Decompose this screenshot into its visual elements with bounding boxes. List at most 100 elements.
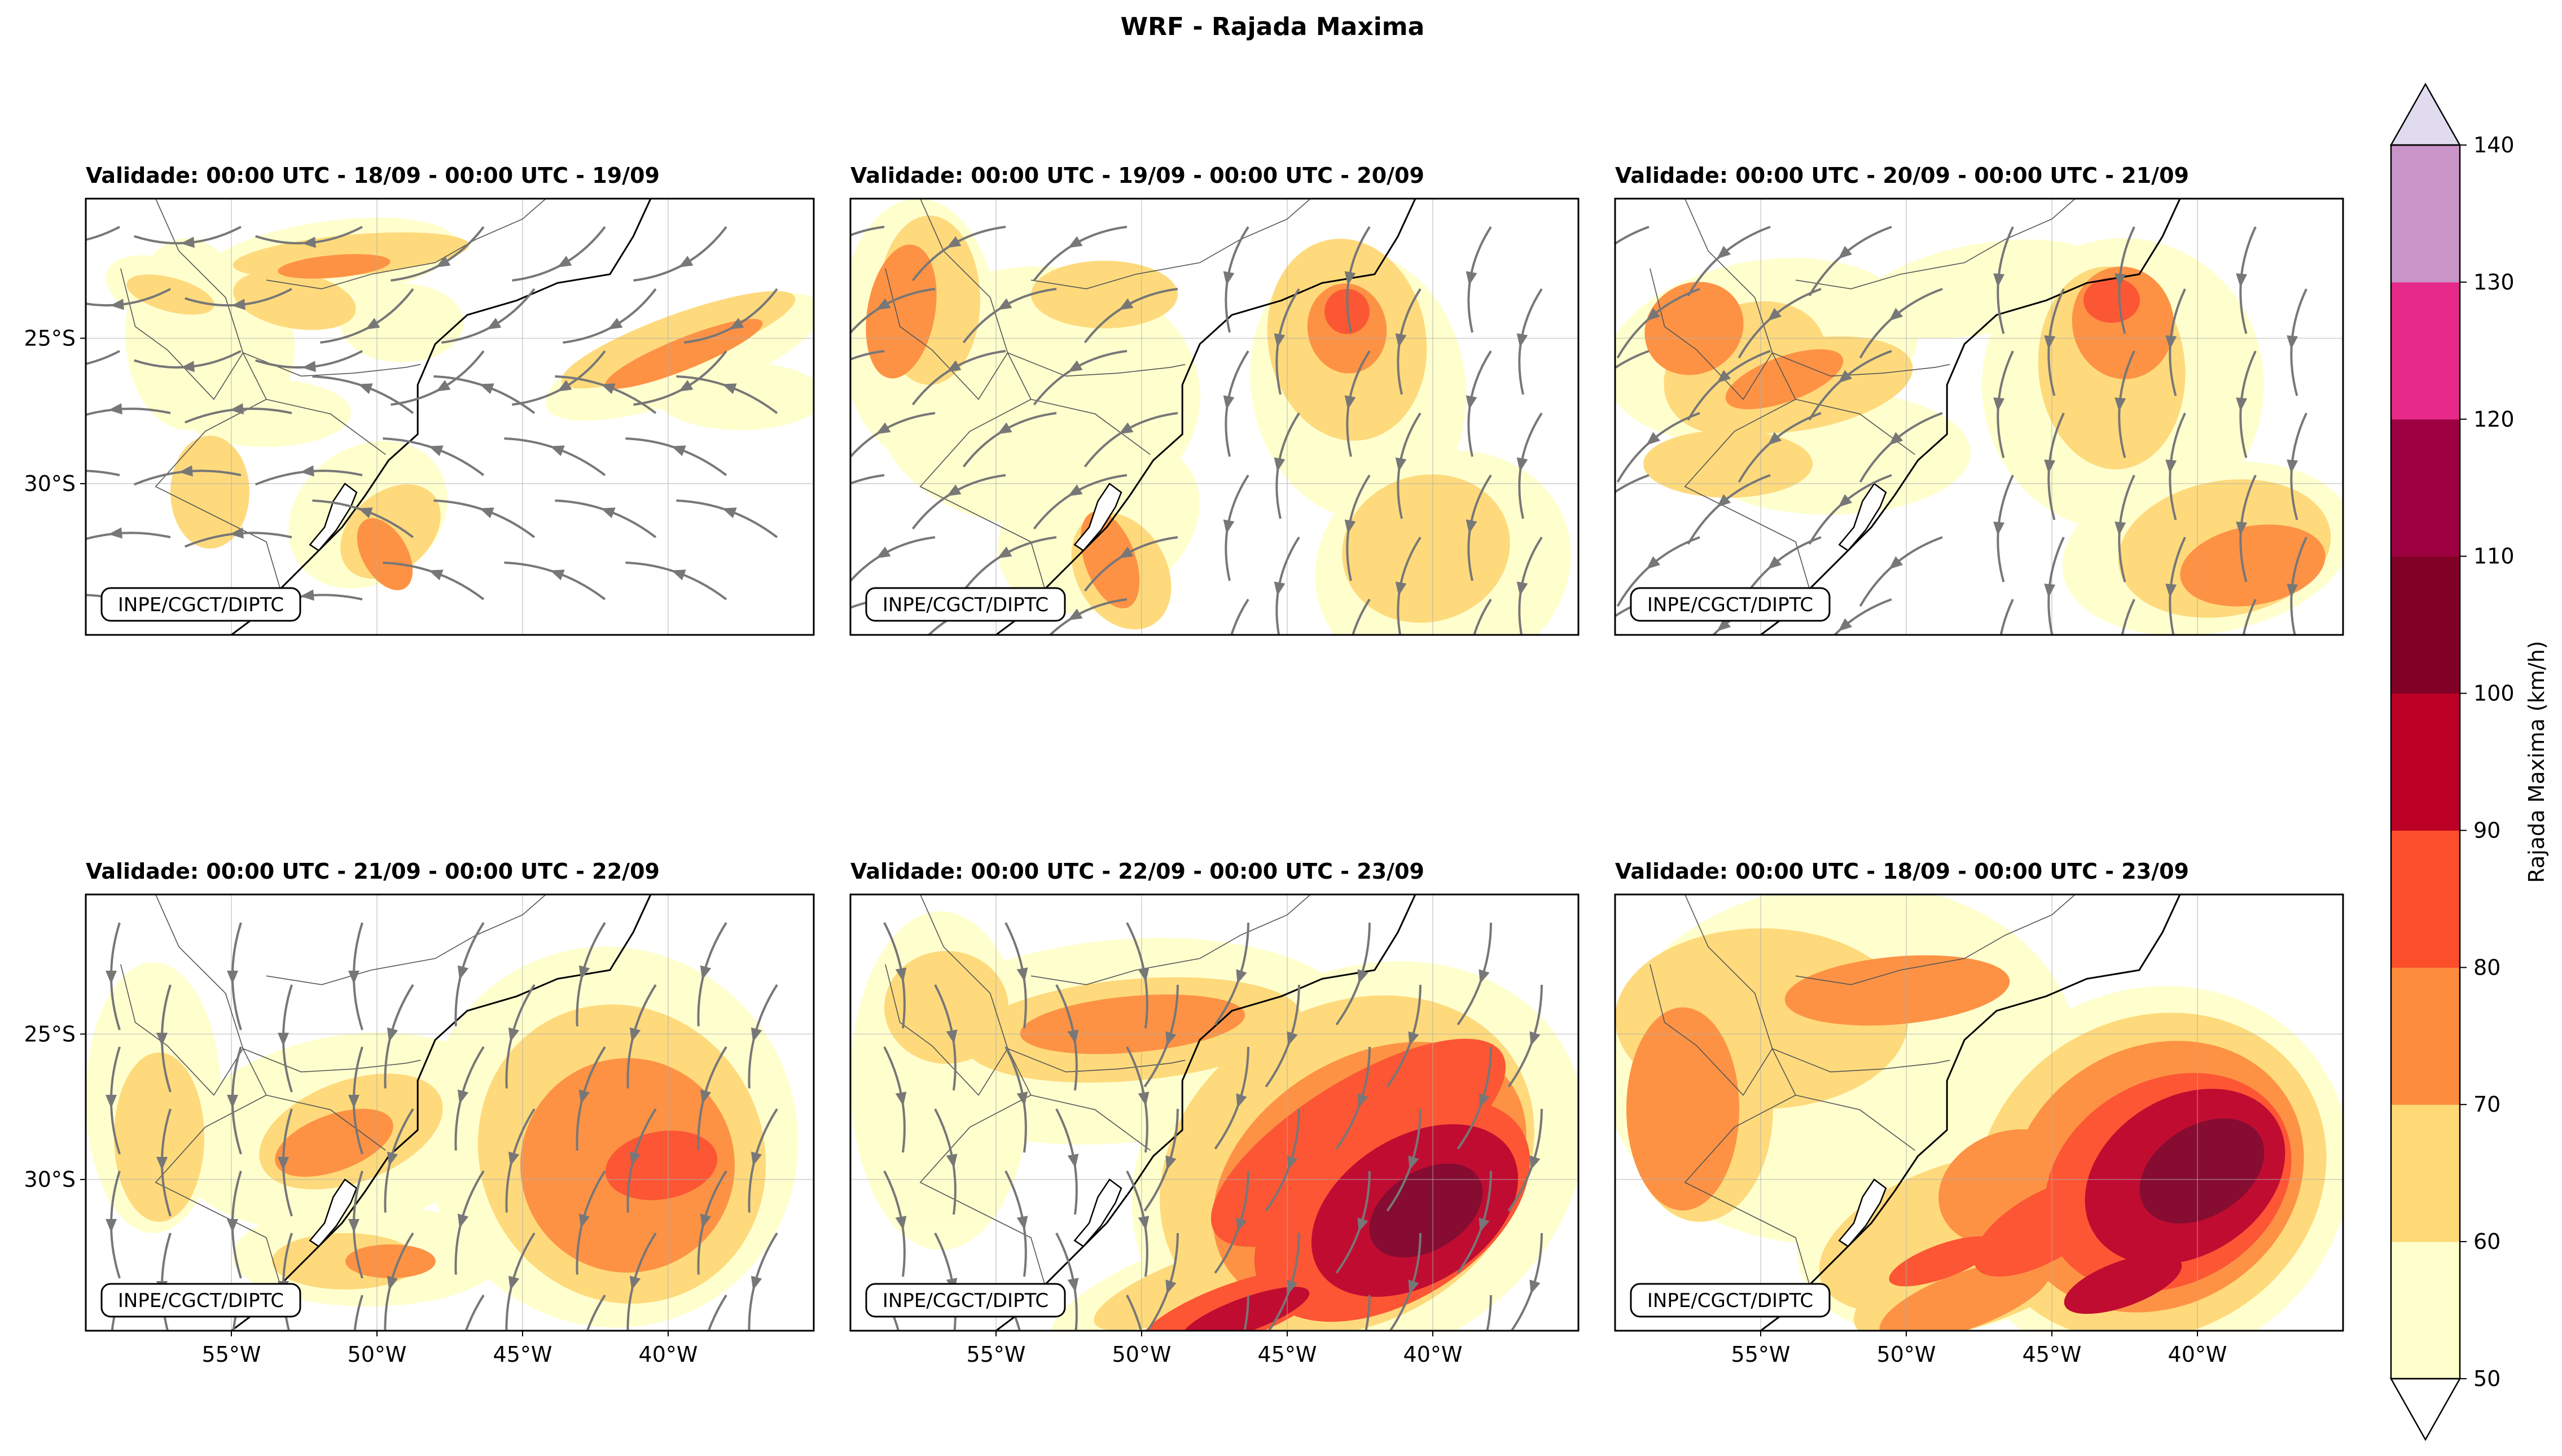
streamline-arrow	[895, 967, 907, 982]
streamline-arrow	[486, 318, 502, 330]
gust-field	[1615, 238, 2343, 635]
streamline-arrow	[156, 1157, 168, 1170]
gust-contour-12	[1644, 282, 1744, 375]
panel-frame	[85, 893, 815, 1332]
streamline-arrow	[946, 1154, 958, 1168]
gust-contour-11	[345, 1244, 436, 1278]
credit-box	[100, 587, 301, 622]
panel-frame	[1614, 198, 2344, 636]
state-border	[1772, 1048, 1950, 1073]
streamline-arrow	[1395, 581, 1407, 596]
state-border	[1007, 352, 1186, 377]
streamline-arrow	[227, 971, 238, 984]
streamline-arrow	[600, 507, 616, 519]
streamline-arrow	[1717, 618, 1731, 631]
streamline-arrow	[278, 1157, 289, 1170]
coastline	[1760, 199, 2181, 635]
streamline-arrow	[58, 590, 72, 601]
gust-contour-17	[278, 254, 391, 279]
streamline	[586, 1294, 606, 1331]
credit-box	[100, 1283, 301, 1318]
streamline	[850, 474, 885, 485]
streamline-arrow	[997, 422, 1012, 435]
colorbar-tick-label: 130	[2473, 270, 2515, 295]
credit-text: INPE/CGCT/DIPTC	[883, 1290, 1049, 1312]
streamline-arrow	[59, 236, 73, 248]
streamline	[1352, 598, 1371, 635]
gust-contour-7	[884, 951, 1008, 1064]
gust-contour-15	[2083, 278, 2140, 323]
colorbar-tick-label: 70	[2473, 1092, 2500, 1117]
streamline-arrow	[2236, 646, 2247, 660]
x-tick-label: 45°W	[493, 1342, 552, 1367]
gust-contour-12	[126, 274, 214, 315]
streamline	[1473, 598, 1492, 635]
streamline-arrow	[1274, 333, 1286, 348]
gust-contour-10	[1031, 261, 1178, 328]
streamline	[850, 226, 885, 237]
streamline-arrow	[108, 527, 122, 539]
colorbar-extend-max	[2389, 82, 2462, 146]
streamline-arrow	[358, 383, 373, 394]
streamline-arrow	[629, 1151, 641, 1166]
streamline-arrow	[59, 361, 73, 372]
streamline-arrow	[1287, 1031, 1298, 1046]
streamline-arrow	[578, 1213, 590, 1229]
streamline-arrow	[428, 569, 444, 581]
streamline-arrow	[231, 299, 245, 310]
streamline-arrow	[1358, 1341, 1368, 1356]
streamline	[1365, 1295, 1371, 1331]
streamline-arrow	[436, 380, 451, 392]
panel-title: Validade: 00:00 UTC - 22/09 - 00:00 UTC …	[850, 859, 1424, 884]
streamline-arrow	[1395, 457, 1407, 472]
gust-field	[106, 217, 814, 590]
streamline-arrow	[2044, 459, 2056, 474]
streamline-arrow	[1274, 581, 1286, 596]
credit-label: INPE/CGCT/DIPTC	[865, 587, 1066, 622]
streamline-arrow	[156, 1033, 168, 1046]
lagoon	[309, 483, 358, 552]
x-tick-label: 40°W	[639, 1342, 698, 1367]
streamline-arrow	[1838, 618, 1853, 631]
gust-contour-18	[2064, 1253, 2182, 1314]
streamline-arrow	[1993, 646, 2004, 660]
streamline-arrow	[387, 1027, 398, 1042]
streamline-arrow	[106, 1095, 117, 1108]
streamline-arrow	[2236, 273, 2248, 288]
streamline-arrow	[1838, 370, 1853, 383]
streamline-arrow	[1595, 619, 1609, 631]
state-border	[243, 1048, 421, 1073]
colorbar-extend-min	[2389, 1378, 2462, 1441]
streamline-arrow	[227, 1095, 238, 1108]
state-border	[885, 268, 1008, 400]
panels: Validade: 00:00 UTC - 18/09 - 00:00 UTC …	[24, 163, 2344, 1367]
x-tick-label: 50°W	[1112, 1342, 1172, 1367]
map-panel-1: Validade: 00:00 UTC - 18/09 - 00:00 UTC …	[24, 163, 815, 636]
colorbar: 50 60 70 80 90 100 110 120 130 140 Rajada Maxima (…	[2389, 82, 2549, 1441]
map-panel-2: Validade: 00:00 UTC - 19/09 - 00:00 UTC …	[849, 163, 1580, 636]
streamline-arrow	[508, 1027, 520, 1042]
streamline-arrow	[1236, 1093, 1247, 1108]
colorbar-segment-100	[2391, 556, 2460, 694]
gust-contour-18	[357, 518, 413, 590]
streamline-arrow	[2236, 521, 2248, 536]
credit-label: INPE/CGCT/DIPTC	[1630, 1283, 1831, 1318]
panel-plot-area	[1615, 894, 2343, 1331]
streamline-arrow	[1344, 395, 1356, 410]
streamline-arrow	[108, 403, 122, 415]
coastline	[1760, 894, 2181, 1331]
colorbar-tick-label: 50	[2473, 1366, 2500, 1391]
streamline-arrow	[876, 546, 891, 559]
map-outlines	[120, 199, 652, 635]
panel-frame	[849, 198, 1580, 636]
panel-plot-area	[86, 894, 814, 1331]
state-border	[1795, 1094, 1915, 1151]
state-border	[1007, 1048, 1186, 1073]
colorbar-tick-label: 120	[2473, 407, 2515, 432]
streamline-arrow	[1274, 457, 1286, 472]
streamlines	[1595, 226, 2307, 660]
streamline-arrow	[1466, 395, 1477, 410]
streamline-arrow	[1889, 556, 1903, 569]
state-border	[1030, 199, 1311, 290]
